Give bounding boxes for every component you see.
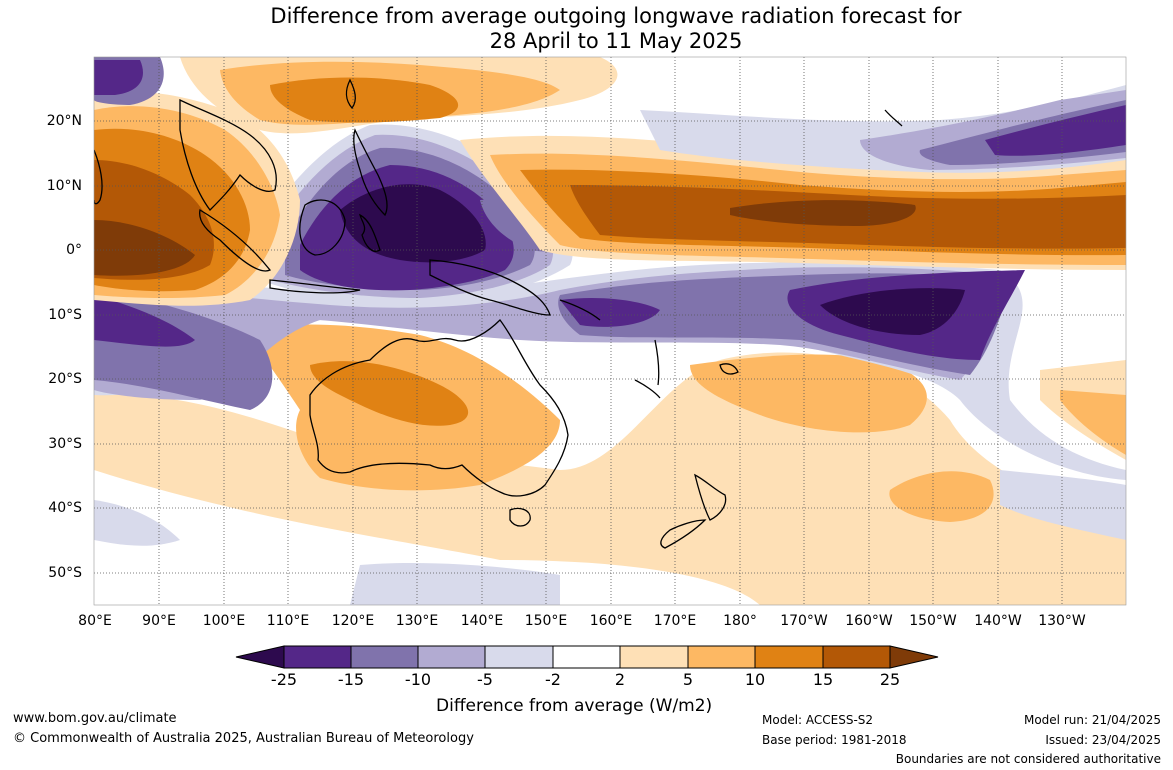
footer-issued: Issued: 23/04/2025 <box>1045 733 1161 747</box>
map-title: Difference from average outgoing longwav… <box>0 4 1173 54</box>
lat-label-10s: 10°S <box>48 307 82 323</box>
shade-strong-purple-northwest-corner <box>94 60 143 95</box>
colorbar-bin-4 <box>484 645 554 669</box>
shade-orange-east <box>1060 390 1126 455</box>
lon-label-170e: 170°E <box>653 613 697 629</box>
java-coastline <box>269 279 361 294</box>
hawaii-coastline <box>884 109 903 127</box>
lon-label-140w: 140°W <box>974 613 1022 629</box>
colorbar-label-neg5: -5 <box>477 670 493 689</box>
footer-model-run: Model run: 21/04/2025 <box>1023 713 1161 727</box>
colorbar-label-25: 25 <box>879 670 901 689</box>
colorbar-extend-high <box>889 645 939 669</box>
indochina-coastline <box>179 98 277 211</box>
new-zealand-south-coastline <box>660 519 707 549</box>
colorbar-label-neg25: -25 <box>270 670 298 689</box>
lat-label-20s: 20°S <box>48 371 82 387</box>
footer-disclaimer: Boundaries are not considered authoritat… <box>895 752 1161 766</box>
shade-pale-purple-south <box>350 563 560 605</box>
tasmania-coastline <box>509 507 531 527</box>
new-caledonia-coastline <box>634 379 661 399</box>
lat-label-10n: 10°N <box>46 178 82 194</box>
lon-label-150e: 150°E <box>524 613 568 629</box>
lon-label-160e: 160°E <box>589 613 633 629</box>
lon-label-110e: 110°E <box>266 613 310 629</box>
colorbar-title: Difference from average (W/m2) <box>436 696 713 716</box>
colorbar-label-neg10: -10 <box>404 670 432 689</box>
australia-coastline <box>309 319 569 497</box>
solomon-islands-coastline <box>559 299 601 321</box>
shade-mid-purple-south-band <box>94 273 1010 410</box>
colorbar-bin-7 <box>687 645 756 669</box>
title-line-2: 28 April to 11 May 2025 <box>489 29 743 53</box>
taiwan-coastline <box>345 78 356 110</box>
lat-label-20n: 20°N <box>46 113 82 129</box>
shade-pale-purple-sw <box>94 500 180 546</box>
coastlines <box>94 78 903 549</box>
shade-dark-orange-north <box>270 77 459 123</box>
shade-dark-orange-australia <box>310 361 469 426</box>
lat-label-0: 0° <box>66 242 82 258</box>
colorbar-label-neg15: -15 <box>337 670 365 689</box>
vanuatu-coastline <box>654 339 660 386</box>
colorbar-bin-1 <box>283 645 352 669</box>
colorbar-bin-3 <box>417 645 486 669</box>
colorbar-extend-low <box>235 645 285 669</box>
colorbar-bin-2 <box>350 645 419 669</box>
colorbar-label-5: 5 <box>682 670 694 689</box>
colorbar-bin-8 <box>754 645 824 669</box>
map-gridlines <box>94 57 1126 605</box>
shade-orange-south-pacific <box>690 354 927 433</box>
lat-label-40s: 40°S <box>48 500 82 516</box>
title-line-1: Difference from average outgoing longwav… <box>270 4 962 28</box>
lon-label-180: 180° <box>723 613 757 629</box>
new-zealand-north-coastline <box>694 473 727 521</box>
sulawesi-coastline <box>358 213 381 252</box>
footer-copyright: © Commonwealth of Australia 2025, Austra… <box>13 731 474 746</box>
shade-strong-purple-south-band <box>94 270 1025 360</box>
colorbar-bin-9 <box>822 645 891 669</box>
shade-darkest-purple-center <box>340 184 486 263</box>
shade-darkest-brown-north-west <box>94 220 195 276</box>
borneo-coastline <box>299 199 346 256</box>
lon-label-120e: 120°E <box>331 613 375 629</box>
new-guinea-coastline <box>429 259 551 316</box>
lon-label-100e: 100°E <box>202 613 246 629</box>
fiji-coastline <box>719 363 739 375</box>
lon-label-160w: 160°W <box>845 613 893 629</box>
colorbar-bin-5 <box>552 645 621 669</box>
map-frame <box>93 56 1127 606</box>
footer-base-period: Base period: 1981-2018 <box>762 733 907 747</box>
colorbar-label-2: 2 <box>614 670 626 689</box>
footer-url: www.bom.gov.au/climate <box>13 711 177 726</box>
footer-model: Model: ACCESS-S2 <box>762 713 874 727</box>
lon-label-170w: 170°W <box>780 613 828 629</box>
shade-strong-purple-north-east <box>985 105 1126 156</box>
lon-label-90e: 90°E <box>142 613 176 629</box>
lon-label-130e: 130°E <box>395 613 439 629</box>
lat-label-30s: 30°S <box>48 436 82 452</box>
colorbar-bin-6 <box>619 645 689 669</box>
lat-label-50s: 50°S <box>48 565 82 581</box>
shade-orange-south-pacific-2 <box>889 471 994 522</box>
colorbar-label-15: 15 <box>812 670 834 689</box>
lon-label-140e: 140°E <box>460 613 504 629</box>
lon-label-80e: 80°E <box>78 613 112 629</box>
shade-pale-purple-se <box>1000 470 1126 540</box>
india-coastline <box>94 149 103 205</box>
lon-label-130w: 130°W <box>1038 613 1086 629</box>
shade-darkest-purple-south <box>820 288 965 335</box>
philippines-coastline <box>353 128 388 217</box>
colorbar-label-neg2: -2 <box>545 670 561 689</box>
colorbar <box>235 645 939 669</box>
colorbar-label-10: 10 <box>744 670 766 689</box>
sumatra-coastline <box>199 208 272 272</box>
lon-label-150w: 150°W <box>909 613 957 629</box>
